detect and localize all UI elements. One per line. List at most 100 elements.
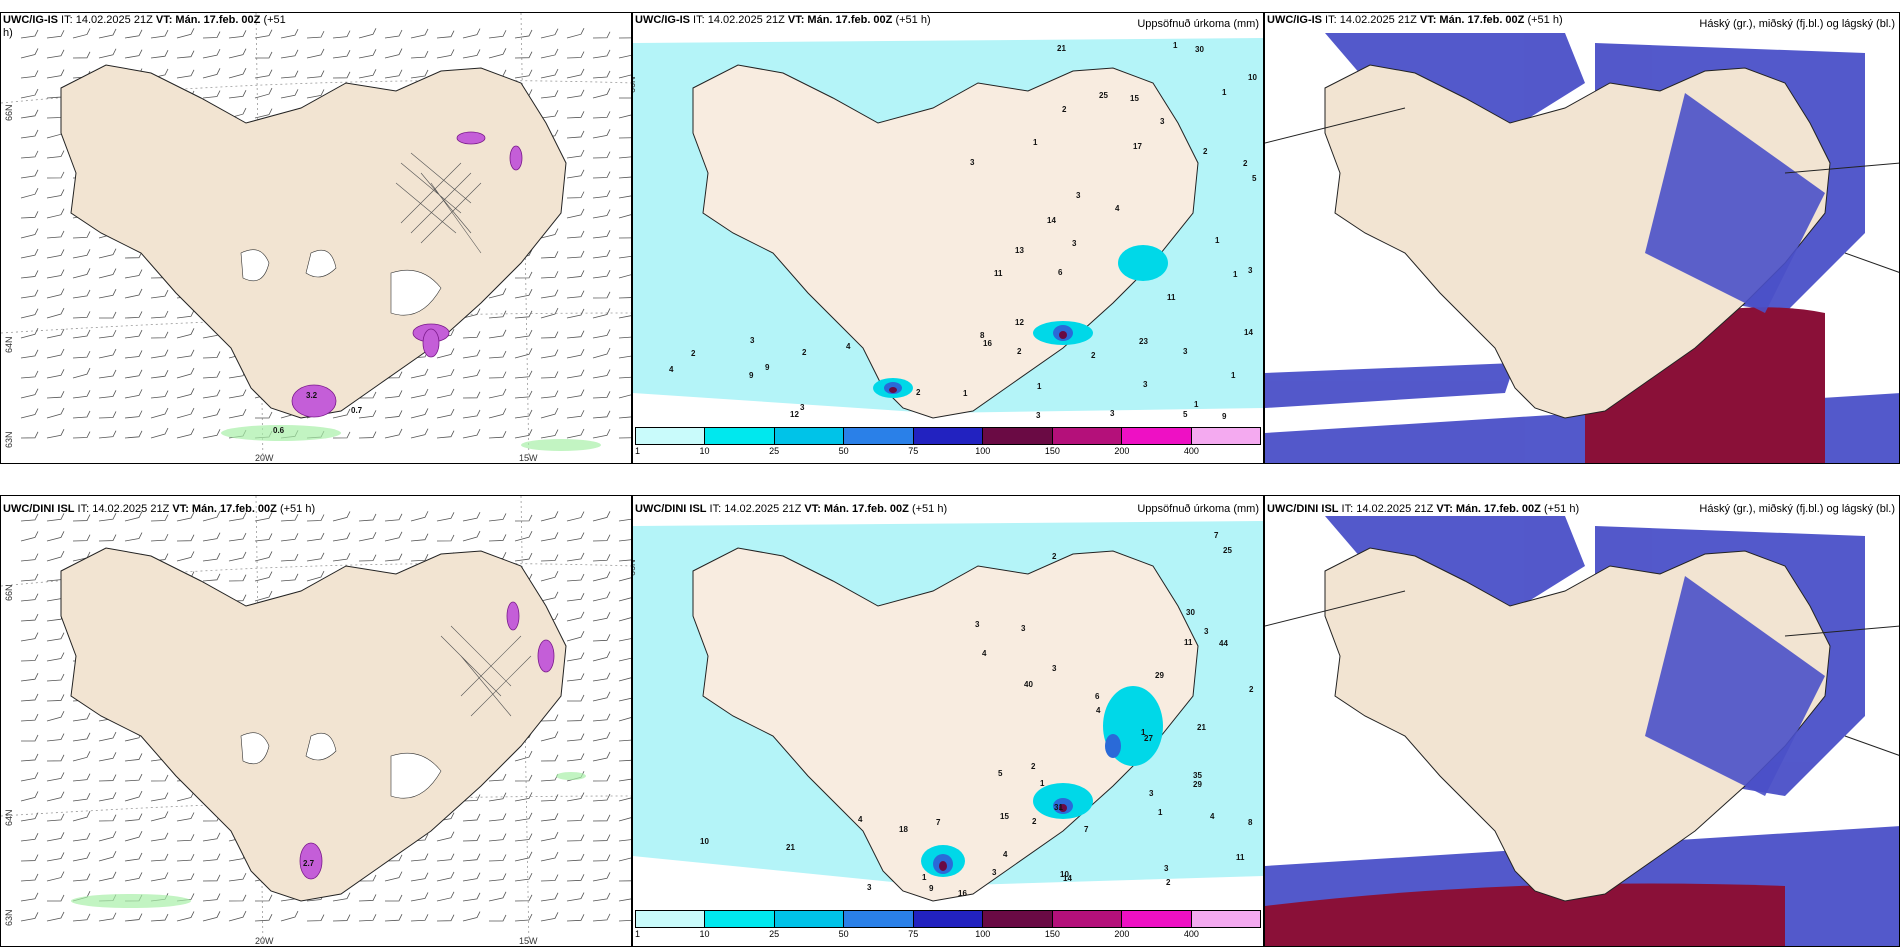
wind-barb: [592, 209, 611, 219]
wind-barb: [540, 511, 559, 522]
wind-barb: [306, 30, 325, 39]
wind-barb: [540, 714, 559, 722]
wind-barb: [150, 331, 169, 339]
wind-barb: [46, 288, 65, 299]
wind-barb: [228, 551, 247, 562]
wind-barb: [540, 532, 559, 542]
wind-barb: [150, 792, 169, 802]
precip-label: 12: [1015, 318, 1024, 327]
wind-barb: [592, 672, 611, 682]
precip-label: 3: [1204, 627, 1209, 636]
wind-barb: [566, 348, 585, 359]
panel-top-mid: 2 2 3 5 3 3 3 1 1 1 1 1 2 6 11 4 14 3 21 25 14 15 12 13 17 30 16 11…: [632, 12, 1264, 464]
colorbar-tick: 10: [699, 446, 710, 456]
precip-label: 2: [1249, 685, 1254, 694]
precip-label: 4: [982, 649, 987, 658]
wind-barb: [176, 69, 195, 79]
wind-barb: [20, 833, 39, 842]
precip-label: 11: [1236, 853, 1245, 862]
wind-barb: [566, 89, 585, 99]
wind-barb: [98, 311, 117, 319]
lon-label: 20W: [255, 936, 274, 946]
wind-barb: [384, 513, 403, 522]
wind-barb: [488, 534, 507, 542]
lon-label: 20W: [255, 453, 274, 463]
wind-barb: [358, 69, 377, 79]
wind-barb: [176, 853, 195, 862]
colorbar-cell: [1191, 428, 1260, 444]
cloud-map-bottom: [1265, 496, 1899, 946]
wind-barb: [592, 892, 611, 902]
wind-barb: [280, 573, 299, 582]
wind-barb: [540, 228, 559, 239]
wind-barb: [384, 531, 403, 542]
wind-barb: [540, 271, 559, 279]
wind-barb: [20, 693, 39, 702]
colorbar-cell: [774, 911, 845, 927]
wind-barb: [20, 791, 39, 802]
colorbar-cell: [1191, 911, 1260, 927]
colorbar-cell: [844, 428, 914, 444]
wind-barb: [618, 778, 631, 782]
precip-label: 4: [1096, 706, 1101, 715]
precip-label: 10: [700, 837, 709, 846]
colorbar-tick: 400: [1183, 446, 1199, 456]
precip-label: 6: [1058, 268, 1063, 277]
precip-label: 1: [1215, 236, 1220, 245]
precip-label: 4: [846, 342, 851, 351]
precip-label: 5: [1252, 174, 1257, 183]
precip-label: 15: [1000, 812, 1009, 821]
wind-barb: [592, 751, 611, 762]
precip-label: 7: [1214, 531, 1219, 540]
precip-label: 4: [1003, 850, 1008, 859]
wind-barb: [618, 597, 631, 602]
wind-barb: [228, 48, 247, 59]
wind-barb: [618, 336, 631, 339]
wind-barb: [566, 369, 585, 379]
wind-barb: [72, 514, 91, 522]
wind-barb: [254, 512, 273, 522]
precip-map-top: 2235333111112611414321251415121317301611…: [633, 13, 1263, 463]
wind-barb: [514, 514, 533, 522]
wind-barb: [618, 559, 631, 562]
colorbar-cell: [1052, 428, 1123, 444]
precip-label: 35: [1193, 771, 1202, 780]
panel-top-right: UWC/IG-IS IT: 14.02.2025 21Z VT: Mán. 17…: [1264, 12, 1900, 464]
wind-barb: [98, 430, 117, 439]
wind-barb: [540, 851, 559, 862]
wind-barb: [254, 411, 273, 419]
wind-barb: [488, 350, 507, 359]
wind-barb: [462, 391, 481, 399]
precip-label: 12: [790, 410, 799, 419]
wind-barb: [540, 90, 559, 99]
wind-barb: [72, 390, 91, 399]
precip-label: 3: [867, 883, 872, 892]
wind-barb: [618, 297, 631, 299]
wind-barb: [566, 68, 585, 79]
precip-label: 3: [1076, 191, 1081, 200]
wind-barb: [618, 315, 631, 319]
wind-barb: [618, 37, 631, 39]
wind-barb: [592, 793, 611, 802]
wind-barb: [540, 407, 559, 419]
wind-barb: [176, 873, 195, 882]
wind-barb: [566, 191, 585, 199]
lat-label: 63N: [4, 431, 14, 448]
wind-barb: [540, 68, 559, 79]
wind-barb: [618, 898, 631, 902]
wind-barb: [384, 390, 403, 399]
precip-label: 9: [749, 371, 754, 380]
wind-barb: [72, 311, 91, 319]
wind-barb: [488, 813, 507, 822]
wind-barb: [254, 87, 273, 99]
wind-barb: [46, 407, 65, 419]
wind-barb: [20, 349, 39, 359]
wind-barb: [332, 30, 351, 39]
wind-barb: [254, 914, 273, 922]
wind-barb: [98, 871, 117, 882]
lat-label: 66N: [4, 104, 14, 121]
wind-barb: [488, 408, 507, 419]
wind-barb: [98, 512, 117, 522]
wind-barb: [592, 410, 611, 419]
